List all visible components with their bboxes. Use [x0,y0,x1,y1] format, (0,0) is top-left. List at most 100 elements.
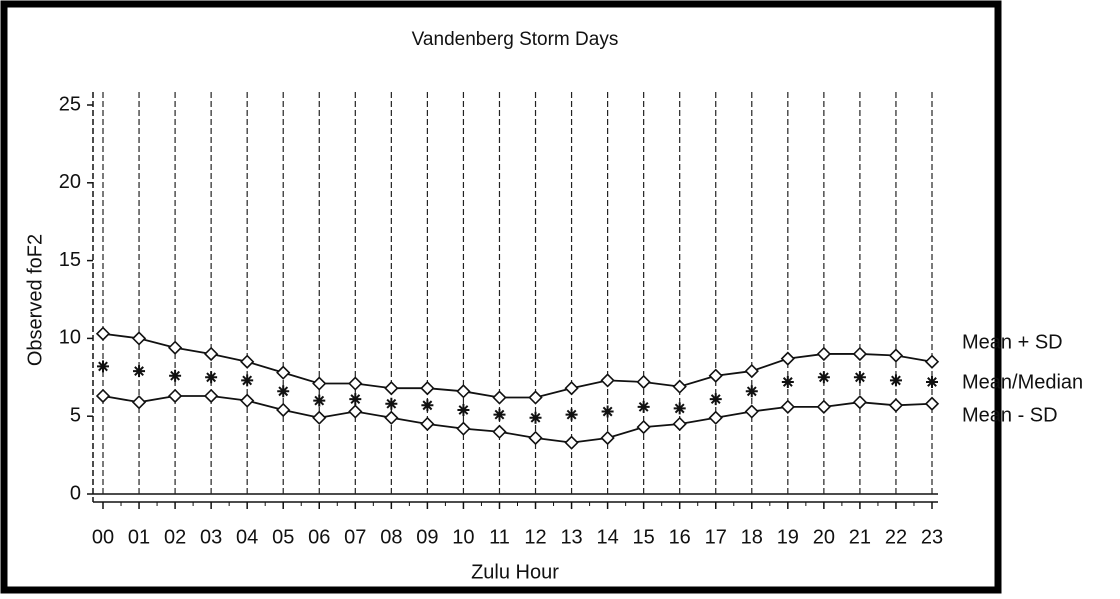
diamond-marker [456,421,471,436]
asterisk-marker [421,399,434,412]
asterisk-marker [97,360,109,373]
x-tick-label: 14 [596,526,618,548]
diamond-marker [636,419,651,435]
diamond-marker [384,410,399,425]
x-tick-label: 20 [813,526,835,548]
diamond-marker [348,376,363,391]
diamond-marker [852,346,868,362]
asterisk-marker [889,374,902,387]
diamond-marker [744,404,759,419]
diamond-marker [131,331,147,346]
diamond-marker [420,381,435,396]
diamond-marker [564,381,579,396]
asterisk-marker [457,403,470,416]
asterisk-marker [493,408,506,421]
diamond-marker [816,399,832,414]
x-tick-label: 08 [380,526,402,548]
x-tick-label: 12 [524,526,546,548]
x-tick-label: 19 [777,526,799,548]
diamond-marker [240,354,255,369]
diamond-marker [384,381,399,396]
x-tick-label: 22 [885,526,907,548]
diamond-marker [708,410,723,425]
diamond-marker [528,430,543,446]
legend-label: Mean + SD [962,331,1063,353]
diamond-marker [312,376,327,391]
asterisk-marker [241,374,254,387]
asterisk-marker [565,408,578,421]
y-tick-label: 15 [59,249,81,271]
x-tick-label: 11 [489,526,510,548]
x-tick-label: 02 [164,526,186,548]
diamond-marker [780,351,795,366]
asterisk-marker [349,393,362,406]
x-tick-label: 18 [741,526,763,548]
x-tick-label: 03 [200,526,222,548]
diamond-marker [672,416,687,432]
x-tick-label: 15 [633,526,655,548]
diamond-marker [420,416,435,432]
asterisk-marker [385,397,398,410]
asterisk-marker [169,369,182,382]
legend-label: Mean - SD [962,404,1058,426]
x-tick-label: 16 [669,526,691,548]
asterisk-marker [277,385,290,398]
diamond-marker [708,368,723,383]
asterisk-marker [781,375,794,388]
asterisk-marker [709,393,722,406]
y-tick-label: 0 [70,482,81,504]
diamond-marker [924,354,940,369]
y-tick-label: 25 [59,93,81,115]
x-tick-label: 05 [272,526,294,548]
asterisk-marker [673,402,686,415]
diamond-marker [240,393,255,408]
diamond-marker [276,402,291,418]
diamond-marker [203,346,219,362]
diamond-marker [600,373,615,388]
chart-title: Vandenberg Storm Days [412,29,619,50]
x-tick-label: 06 [308,526,330,548]
asterisk-marker [853,371,866,384]
diamond-marker [203,388,219,404]
diamond-marker [312,410,327,425]
x-tick-label: 09 [416,526,438,548]
asterisk-marker [817,371,830,384]
diamond-marker [131,395,147,410]
x-tick-label: 07 [344,526,366,548]
asterisk-marker [133,365,146,378]
asterisk-marker [637,400,650,413]
x-tick-label: 04 [236,526,258,548]
x-tick-label: 17 [705,526,727,548]
diamond-marker [780,399,795,414]
diamond-marker [167,388,183,404]
diamond-marker [528,390,543,405]
x-tick-label: 01 [128,526,150,548]
asterisk-marker [926,375,938,388]
legend-label: Mean/Median [962,371,1083,393]
y-axis-label: Observed foF2 [24,234,46,366]
x-tick-label: 00 [92,526,114,548]
frame [0,0,1002,594]
asterisk-marker [601,405,614,418]
diamond-marker [348,404,363,419]
series-line [102,332,933,399]
diamond-marker [492,390,507,405]
diamond-marker [924,396,940,411]
diamond-marker [276,365,291,380]
diamond-marker [816,346,832,362]
diamond-marker [672,379,687,394]
y-tick-label: 20 [59,171,81,193]
diamond-marker [167,340,183,355]
diamond-marker [600,430,615,446]
x-tick-label: 23 [921,526,943,548]
diamond-marker [492,424,507,439]
diamond-marker [852,395,868,410]
diamond-marker [564,435,579,450]
x-tick-label: 21 [849,526,871,548]
diamond-marker [888,398,904,413]
series-line [102,395,933,444]
diamond-marker [744,363,759,379]
diamond-marker [95,326,111,341]
diamond-marker [636,374,651,390]
